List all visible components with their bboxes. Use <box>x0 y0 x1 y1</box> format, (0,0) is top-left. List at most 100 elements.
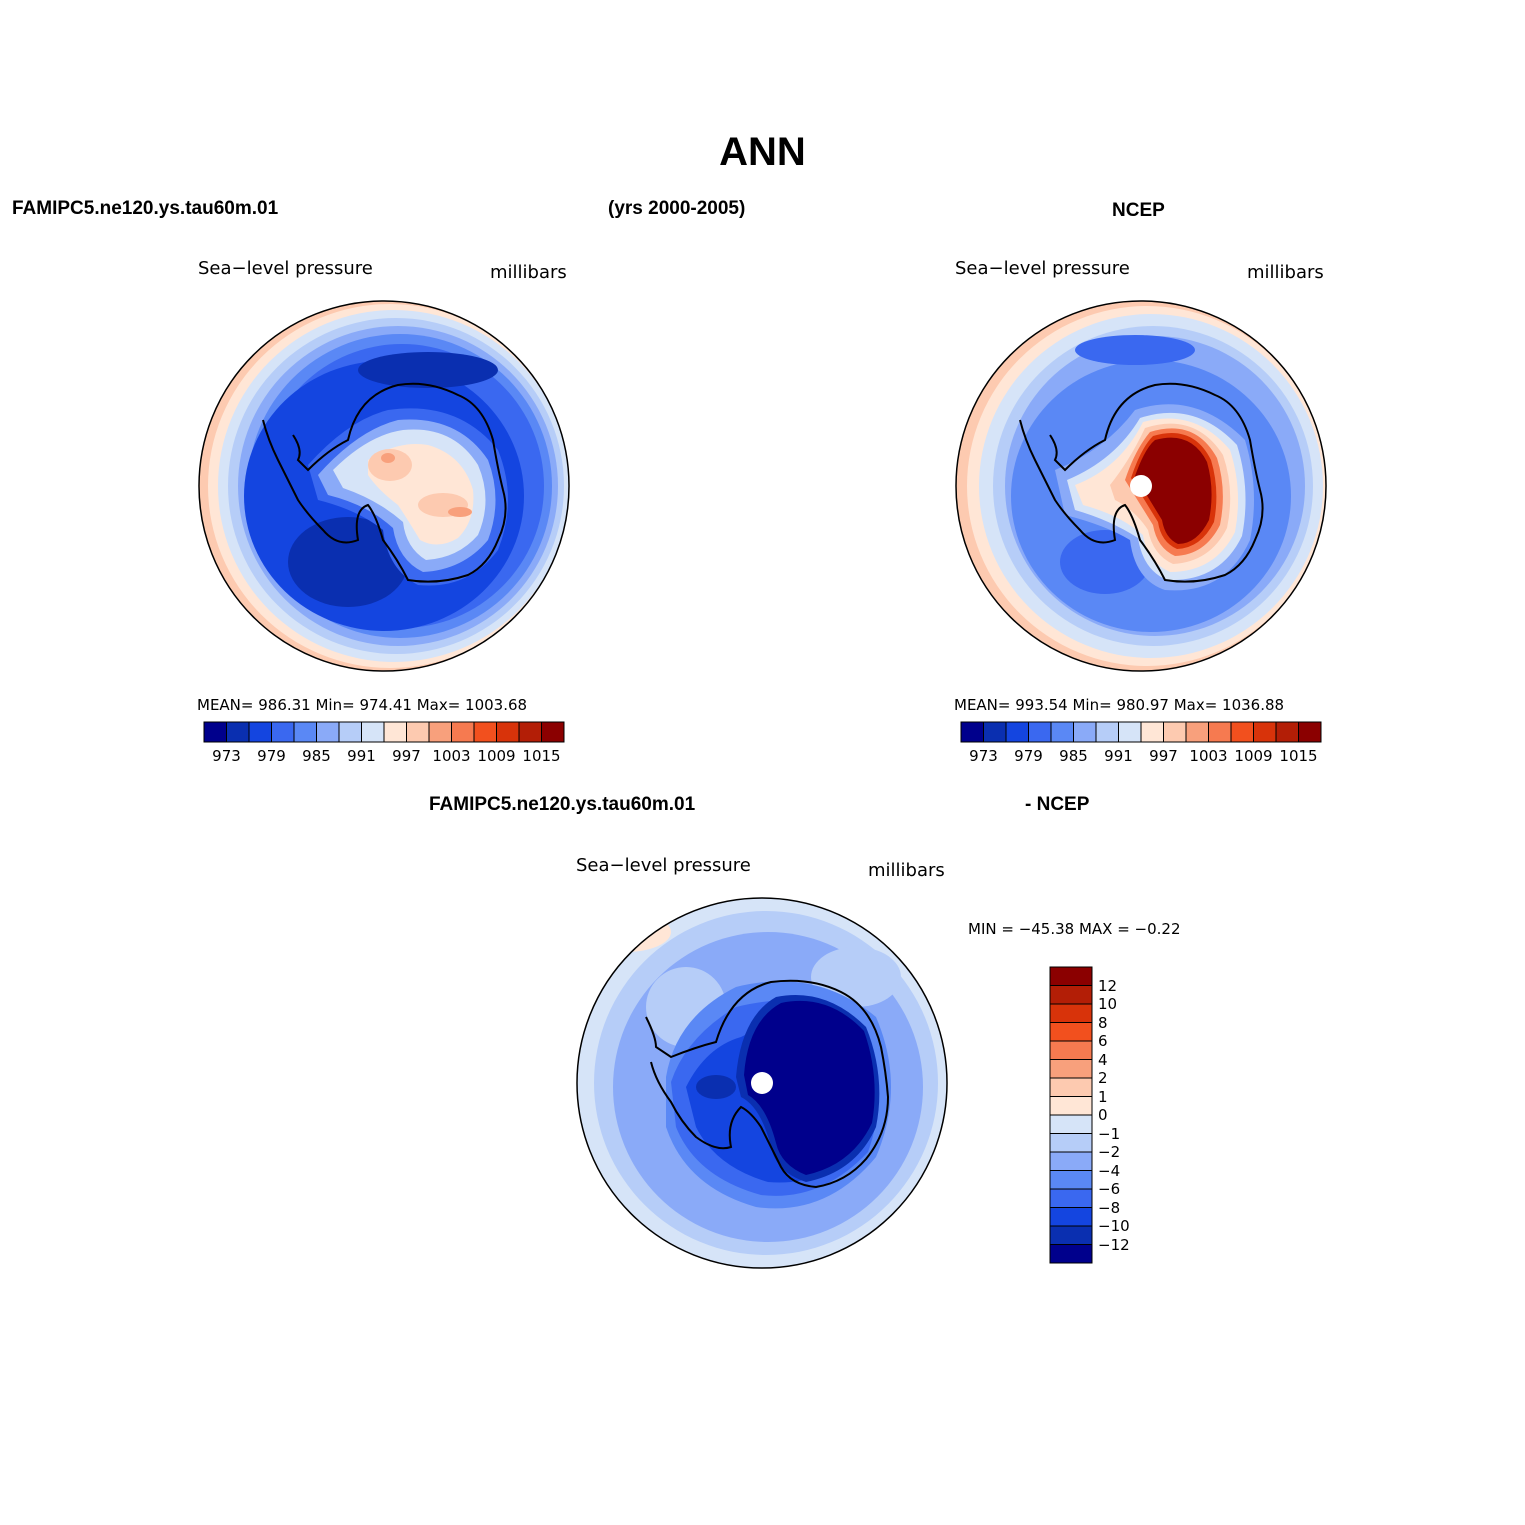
model-colorbar-box <box>226 721 250 743</box>
diff-colorbar-tick: 12 <box>1098 976 1118 995</box>
model-stats: MEAN= 986.31 Min= 974.41 Max= 1003.68 <box>197 696 528 714</box>
model-colorbar-box <box>361 721 385 743</box>
ncep-colorbar-tick: 1009 <box>1234 747 1273 765</box>
ncep-colorbar-ticks: 973 979 985 991 997 1003 1009 1015 <box>960 747 1322 767</box>
model-polar-map <box>198 300 570 672</box>
model-colorbar-box <box>293 721 317 743</box>
diff-colorbar-box <box>1049 1096 1093 1116</box>
model-units-label: millibars <box>490 262 567 283</box>
ncep-colorbar-box <box>1050 721 1074 743</box>
model-colorbar-box <box>316 721 340 743</box>
diff-variable-label: Sea−level pressure <box>576 855 751 876</box>
ncep-colorbar-box <box>1275 721 1299 743</box>
years-label: (yrs 2000-2005) <box>608 198 746 219</box>
model-colorbar <box>203 721 565 743</box>
diff-colorbar-tick: −1 <box>1098 1124 1121 1143</box>
diff-colorbar-box <box>1049 1170 1093 1190</box>
diff-stats: MIN = −45.38 MAX = −0.22 <box>968 920 1181 938</box>
diff-colorbar-tick: −8 <box>1098 1198 1121 1217</box>
model-colorbar-box <box>428 721 452 743</box>
ncep-colorbar-tick: 1003 <box>1189 747 1228 765</box>
diff-colorbar-tick: 8 <box>1098 1013 1108 1032</box>
diff-colorbar-box <box>1049 1114 1093 1134</box>
diff-colorbar-box <box>1049 1022 1093 1042</box>
diff-colorbar-tick: 6 <box>1098 1032 1108 1050</box>
figure-title: ANN <box>719 130 806 174</box>
diff-polar-map <box>576 897 948 1269</box>
ncep-colorbar-box <box>1005 721 1029 743</box>
model-colorbar-box <box>248 721 272 743</box>
ncep-colorbar-tick: 997 <box>1149 747 1178 765</box>
ncep-colorbar <box>960 721 1322 743</box>
model-colorbar-tick: 1003 <box>432 747 471 765</box>
diff-colorbar-tick: 0 <box>1098 1106 1108 1124</box>
ncep-colorbar-box <box>1118 721 1142 743</box>
diff-colorbar-tick: −2 <box>1098 1143 1121 1161</box>
diff-colorbar-box <box>1049 1077 1093 1097</box>
model-colorbar-box <box>203 721 227 743</box>
diff-colorbar-box <box>1049 1225 1093 1245</box>
ncep-stats: MEAN= 993.54 Min= 980.97 Max= 1036.88 <box>954 696 1285 714</box>
diff-colorbar-box <box>1049 985 1093 1005</box>
ncep-colorbar-box <box>983 721 1007 743</box>
diff-colorbar <box>1049 966 1093 1264</box>
diff-units-label: millibars <box>868 860 945 881</box>
model-colorbar-tick: 1015 <box>522 747 561 765</box>
diff-colorbar-tick: −4 <box>1098 1161 1121 1180</box>
ncep-variable-label: Sea−level pressure <box>955 258 1130 279</box>
model-colorbar-tick: 991 <box>347 747 376 765</box>
ncep-colorbar-tick: 979 <box>1014 747 1043 765</box>
model-colorbar-tick: 979 <box>257 747 286 765</box>
model-colorbar-tick: 997 <box>392 747 421 765</box>
ncep-colorbar-tick: 1015 <box>1279 747 1318 765</box>
model-colorbar-tick: 985 <box>302 747 331 765</box>
ncep-colorbar-box <box>1298 721 1322 743</box>
model-colorbar-box <box>473 721 497 743</box>
model-colorbar-ticks: 973 979 985 991 997 1003 1009 1015 <box>203 747 565 767</box>
obs-label: NCEP <box>1112 200 1165 221</box>
model-variable-label: Sea−level pressure <box>198 258 373 279</box>
diff-colorbar-tick: −12 <box>1098 1235 1130 1254</box>
diff-case-label: FAMIPC5.ne120.ys.tau60m.01 <box>429 794 696 815</box>
ncep-colorbar-box <box>1253 721 1277 743</box>
model-case-label: FAMIPC5.ne120.ys.tau60m.01 <box>12 198 279 219</box>
model-colorbar-box <box>541 721 565 743</box>
ncep-colorbar-box <box>1230 721 1254 743</box>
ncep-colorbar-box <box>1185 721 1209 743</box>
diff-obs-label: - NCEP <box>1025 794 1090 815</box>
model-colorbar-tick: 1009 <box>477 747 516 765</box>
ncep-colorbar-tick: 973 <box>969 747 998 765</box>
diff-colorbar-box <box>1049 1133 1093 1153</box>
model-colorbar-box <box>406 721 430 743</box>
model-colorbar-box <box>496 721 520 743</box>
diff-colorbar-box <box>1049 1188 1093 1208</box>
model-colorbar-box <box>383 721 407 743</box>
ncep-colorbar-box <box>1028 721 1052 743</box>
ncep-polar-map <box>955 300 1327 672</box>
model-colorbar-box <box>338 721 362 743</box>
model-colorbar-box <box>518 721 542 743</box>
diff-colorbar-box <box>1049 1207 1093 1227</box>
ncep-colorbar-box <box>960 721 984 743</box>
ncep-colorbar-box <box>1140 721 1164 743</box>
diff-colorbar-tick: 1 <box>1098 1087 1108 1106</box>
model-colorbar-box <box>271 721 295 743</box>
diff-colorbar-box <box>1049 1151 1093 1171</box>
diff-colorbar-box <box>1049 1003 1093 1023</box>
model-colorbar-tick: 973 <box>212 747 241 765</box>
ncep-colorbar-tick: 991 <box>1104 747 1133 765</box>
ncep-colorbar-box <box>1208 721 1232 743</box>
model-colorbar-box <box>451 721 475 743</box>
diff-colorbar-box <box>1049 966 1093 986</box>
ncep-colorbar-box <box>1073 721 1097 743</box>
diff-colorbar-tick: 2 <box>1098 1069 1108 1087</box>
ncep-colorbar-box <box>1163 721 1187 743</box>
diff-colorbar-box <box>1049 1040 1093 1060</box>
diff-colorbar-tick: −10 <box>1098 1217 1130 1235</box>
diff-colorbar-tick: 10 <box>1098 995 1118 1013</box>
ncep-colorbar-box <box>1095 721 1119 743</box>
diff-colorbar-box <box>1049 1244 1093 1264</box>
diff-colorbar-box <box>1049 1059 1093 1079</box>
diff-colorbar-tick: 4 <box>1098 1050 1108 1069</box>
diff-colorbar-tick: −6 <box>1098 1180 1121 1198</box>
